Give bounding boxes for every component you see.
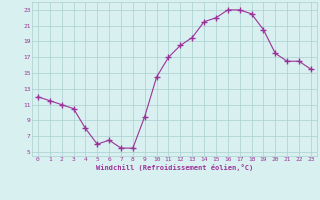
X-axis label: Windchill (Refroidissement éolien,°C): Windchill (Refroidissement éolien,°C): [96, 164, 253, 171]
